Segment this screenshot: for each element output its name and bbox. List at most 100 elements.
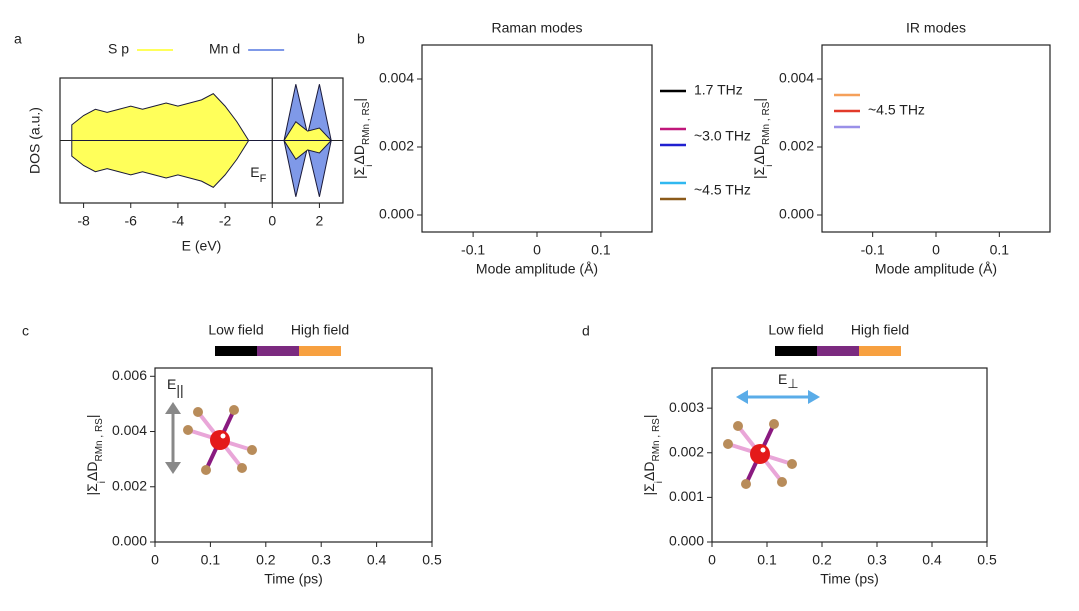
x-tick-label: 0.4 — [367, 552, 387, 568]
label-part: RMn , RS — [761, 101, 772, 145]
ligand-atom — [787, 459, 797, 469]
dos-area-down — [71, 140, 333, 188]
colorbar-label: Low field — [208, 322, 263, 338]
label-part: ΔD — [751, 145, 767, 164]
label: EF — [250, 164, 266, 185]
x-tick-label: 0.4 — [922, 552, 942, 568]
label: E⊥ — [778, 371, 799, 392]
y-tick-label: 0.002 — [112, 477, 147, 493]
plot-frame — [154, 367, 433, 543]
arrow-head — [736, 390, 748, 404]
plot-frame — [421, 44, 653, 233]
label-part: |Σ — [751, 166, 767, 179]
molecule-inset — [183, 405, 257, 475]
colorbar-segment — [775, 346, 817, 356]
y-tick-label: 0.002 — [669, 443, 704, 459]
label-part: RMn , RS — [651, 418, 662, 462]
label-part: |Σ — [351, 166, 367, 179]
y-tick-label: 0.000 — [112, 533, 147, 549]
label-part: E — [250, 164, 259, 180]
legend-label: 1.7 THz — [694, 82, 743, 98]
ligand-atom — [237, 463, 247, 473]
x-tick-label: 0.1 — [201, 552, 221, 568]
legend-label: S p — [108, 41, 129, 57]
label: |ΣiΔDRMn , RS| — [751, 98, 775, 179]
x-tick-label: 0 — [268, 213, 276, 229]
chart-title: IR modes — [906, 20, 966, 36]
x-tick-label: 0.3 — [867, 552, 887, 568]
label-part: E — [167, 376, 176, 392]
x-tick-label: -0.1 — [461, 242, 485, 258]
label-part: |Σ — [641, 483, 657, 496]
x-tick-label: -2 — [219, 213, 232, 229]
y-tick-label: 0.000 — [379, 206, 414, 222]
x-tick-label: 0 — [932, 242, 940, 258]
x-tick-label: 0.3 — [311, 552, 331, 568]
y-tick-label: 0.003 — [669, 399, 704, 415]
x-tick-label: 0 — [708, 552, 716, 568]
x-axis-label: Time (ps) — [820, 571, 879, 587]
label-part: i — [97, 481, 108, 483]
metal-atom — [750, 444, 770, 464]
colorbar-label: High field — [851, 322, 909, 338]
arrow-head — [165, 462, 181, 474]
x-axis-label: E (eV) — [182, 238, 222, 254]
label-part: i — [654, 481, 665, 483]
legend-label: Mn d — [209, 41, 240, 57]
dos-area-up — [71, 93, 333, 141]
metal-atom — [210, 430, 230, 450]
y-tick-label: 0.002 — [779, 138, 814, 154]
y-tick-label: 0.000 — [669, 533, 704, 549]
highlight — [760, 447, 766, 453]
y-tick-label: 0.004 — [379, 70, 414, 86]
label: |ΣiΔDRMn , RS| — [84, 415, 108, 496]
x-tick-label: 0 — [533, 242, 541, 258]
label-part: | — [351, 98, 367, 102]
label-part: RMn , RS — [361, 101, 372, 145]
label-part: || — [176, 382, 183, 398]
label: E|| — [167, 376, 184, 398]
label-part: | — [84, 415, 100, 419]
highlight — [220, 433, 226, 439]
x-tick-label: -8 — [77, 213, 90, 229]
label-part: ΔD — [351, 145, 367, 164]
y-tick-label: 0.004 — [112, 422, 147, 438]
ligand-atom — [193, 407, 203, 417]
label-part: ⊥ — [787, 376, 798, 391]
ligand-atom — [769, 419, 779, 429]
panel-label: a — [14, 31, 22, 47]
x-tick-label: 2 — [316, 213, 324, 229]
x-axis-label: Time (ps) — [264, 571, 323, 587]
plot-frame — [821, 44, 1051, 233]
panel-label: b — [357, 31, 365, 47]
ligand-atom — [741, 479, 751, 489]
ligand-atom — [777, 477, 787, 487]
label-part: ΔD — [641, 461, 657, 480]
ligand-atom — [733, 421, 743, 431]
colorbar-segment — [257, 346, 299, 356]
label-part: RMn , RS — [94, 418, 105, 462]
y-tick-label: 0.001 — [669, 488, 704, 504]
ligand-atom — [229, 405, 239, 415]
label-part: ΔD — [84, 461, 100, 480]
ligand-atom — [723, 439, 733, 449]
x-tick-label: 0.1 — [990, 242, 1010, 258]
y-tick-label: 0.006 — [112, 367, 147, 383]
colorbar-segment — [859, 346, 901, 356]
label-part: i — [364, 164, 375, 166]
colorbar-label: High field — [291, 322, 349, 338]
panel-label: d — [582, 323, 590, 339]
x-tick-label: -4 — [172, 213, 185, 229]
y-tick-label: 0.004 — [779, 70, 814, 86]
label-part: E — [778, 371, 787, 387]
y-axis-label: DOS (a.u.) — [27, 107, 43, 174]
legend-label: ~3.0 THz — [694, 128, 751, 144]
panel-label: c — [22, 323, 29, 339]
x-axis-label: Mode amplitude (Å) — [476, 261, 598, 277]
y-tick-label: 0.000 — [779, 206, 814, 222]
ligand-atom — [201, 465, 211, 475]
label-part: | — [641, 415, 657, 419]
ligand-atom — [247, 445, 257, 455]
chart-title: Raman modes — [491, 20, 582, 36]
